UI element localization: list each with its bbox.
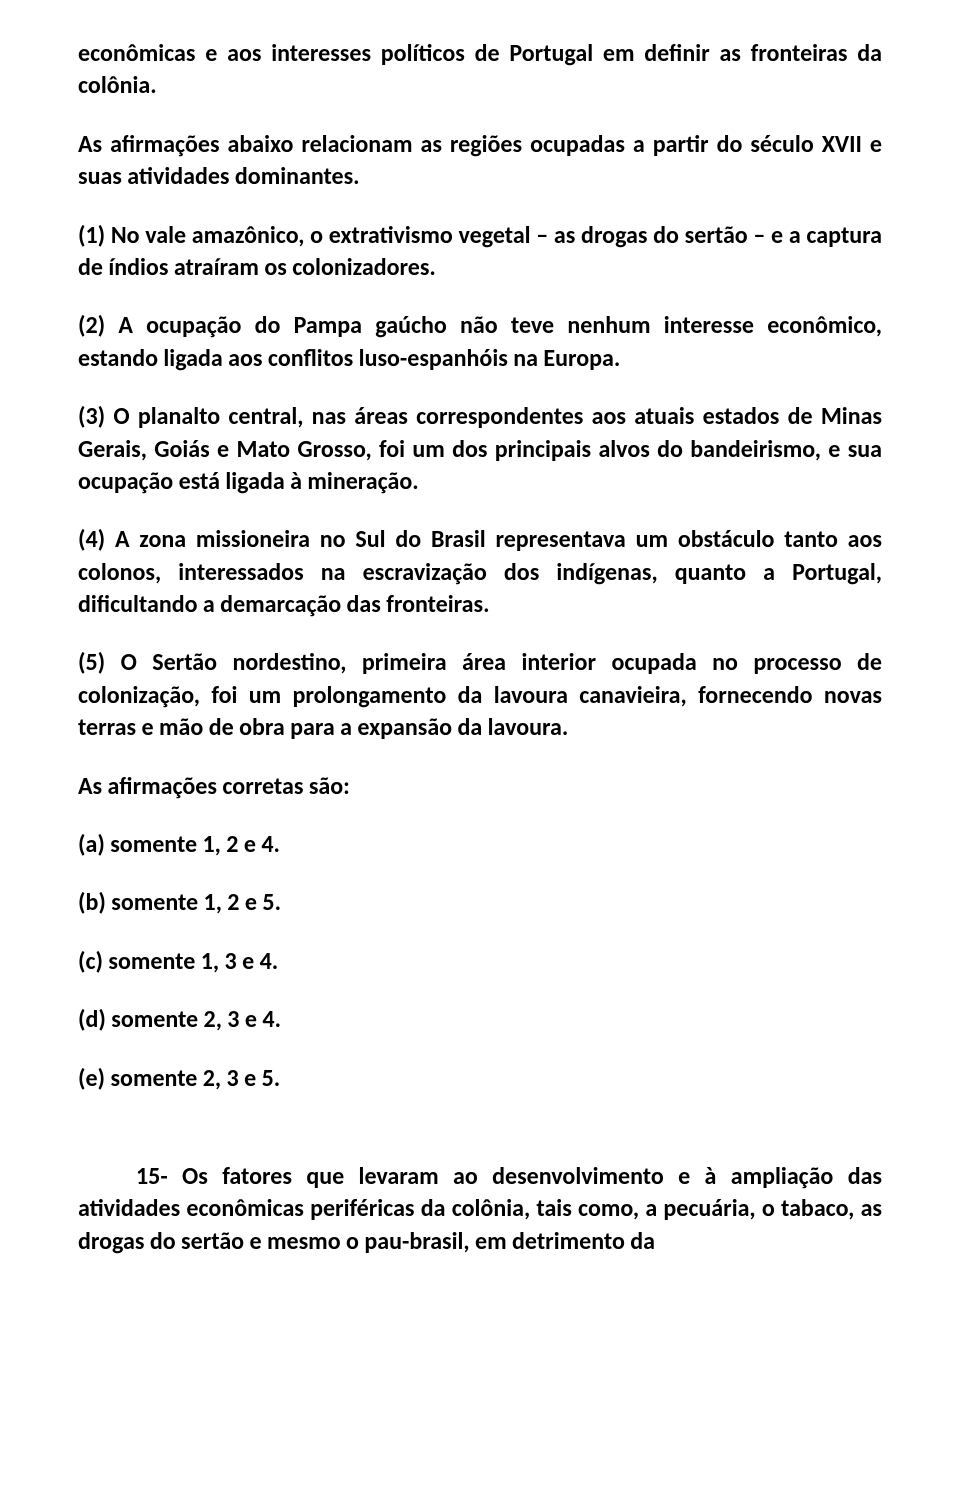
intro-paragraph-1: econômicas e aos interesses políticos de… [78,38,882,103]
option-b: (b) somente 1, 2 e 5. [78,887,882,919]
statement-4: (4) A zona missioneira no Sul do Brasil … [78,524,882,621]
option-c: (c) somente 1, 3 e 4. [78,946,882,978]
intro-paragraph-2: As afirmações abaixo relacionam as regiõ… [78,129,882,194]
section-spacer [78,1121,882,1161]
option-e: (e) somente 2, 3 e 5. [78,1063,882,1095]
option-d: (d) somente 2, 3 e 4. [78,1004,882,1036]
statement-5: (5) O Sertão nordestino, primeira área i… [78,647,882,744]
option-a: (a) somente 1, 2 e 4. [78,829,882,861]
statement-1: (1) No vale amazônico, o extrativismo ve… [78,220,882,285]
answer-prompt: As afirmações corretas são: [78,771,882,803]
question-15: 15- Os fatores que levaram ao desenvolvi… [78,1161,882,1258]
statement-3: (3) O planalto central, nas áreas corres… [78,401,882,498]
statement-2: (2) A ocupação do Pampa gaúcho não teve … [78,310,882,375]
